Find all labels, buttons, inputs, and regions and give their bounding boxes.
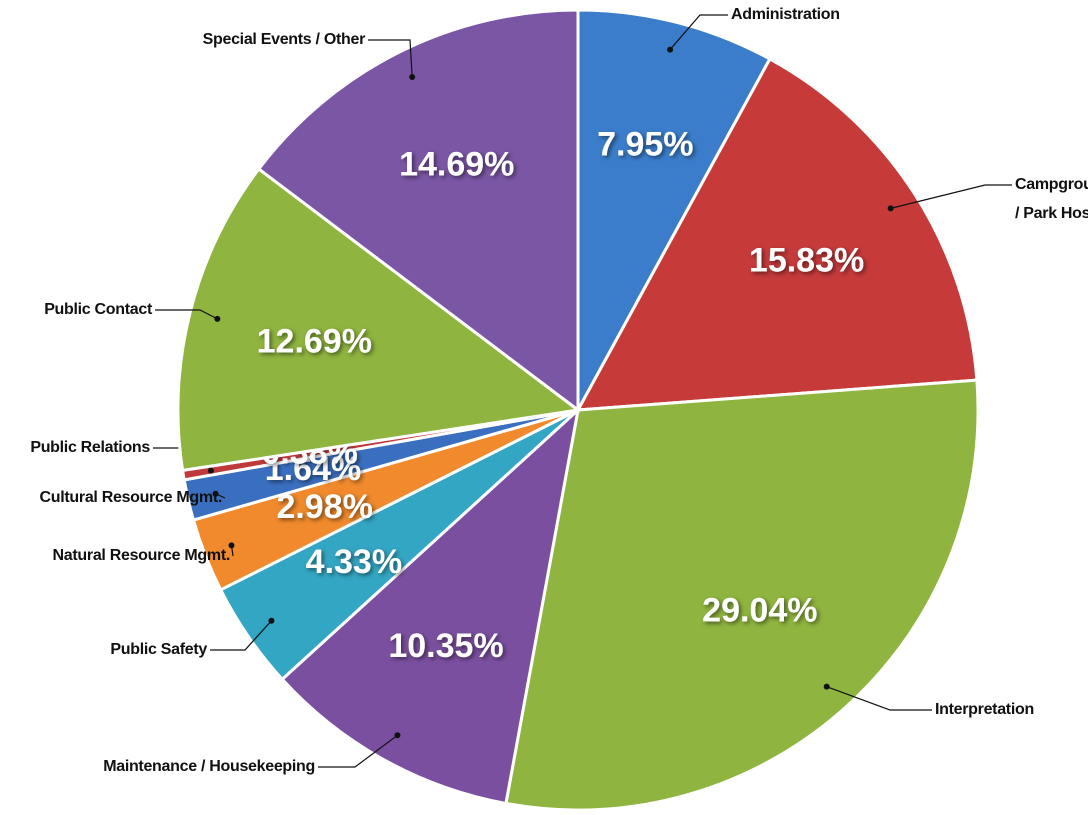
leader-line <box>155 309 218 320</box>
value-label: 4.33% <box>306 543 402 581</box>
leader-line <box>669 14 728 50</box>
value-label: 10.35% <box>388 627 503 665</box>
category-label: Campground / Park Host <box>1015 176 1088 222</box>
value-label: 12.69% <box>257 322 372 360</box>
value-label: 15.83% <box>749 242 864 280</box>
value-label: 2.98% <box>276 488 372 526</box>
category-label: Cultural Resource Mgmt. <box>39 489 223 506</box>
value-label: 14.69% <box>399 146 514 184</box>
category-label: Public Safety <box>110 641 207 658</box>
leader-line <box>210 620 272 651</box>
category-label: Natural Resource Mgmt. <box>52 547 231 564</box>
slice <box>575 56 979 412</box>
category-label: Administration <box>731 6 840 23</box>
leader-line <box>215 493 226 499</box>
slice <box>280 405 581 806</box>
category-label: Maintenance / Housekeeping <box>103 758 315 775</box>
category-label: Public Contact <box>44 301 152 318</box>
leader-line <box>230 545 234 557</box>
category-label: Public Relations <box>30 439 150 456</box>
slice <box>256 8 580 414</box>
slice <box>504 378 980 812</box>
category-label: Special Events / Other <box>202 31 366 48</box>
category-label: Interpretation <box>935 701 1034 718</box>
leader-line <box>368 39 413 78</box>
leader-line <box>826 686 932 711</box>
value-label: 7.95% <box>597 125 693 163</box>
slice <box>176 166 582 473</box>
leader-line <box>890 184 1012 209</box>
slice <box>576 8 772 411</box>
leader-line <box>318 734 398 768</box>
value-label: 29.04% <box>702 591 817 629</box>
